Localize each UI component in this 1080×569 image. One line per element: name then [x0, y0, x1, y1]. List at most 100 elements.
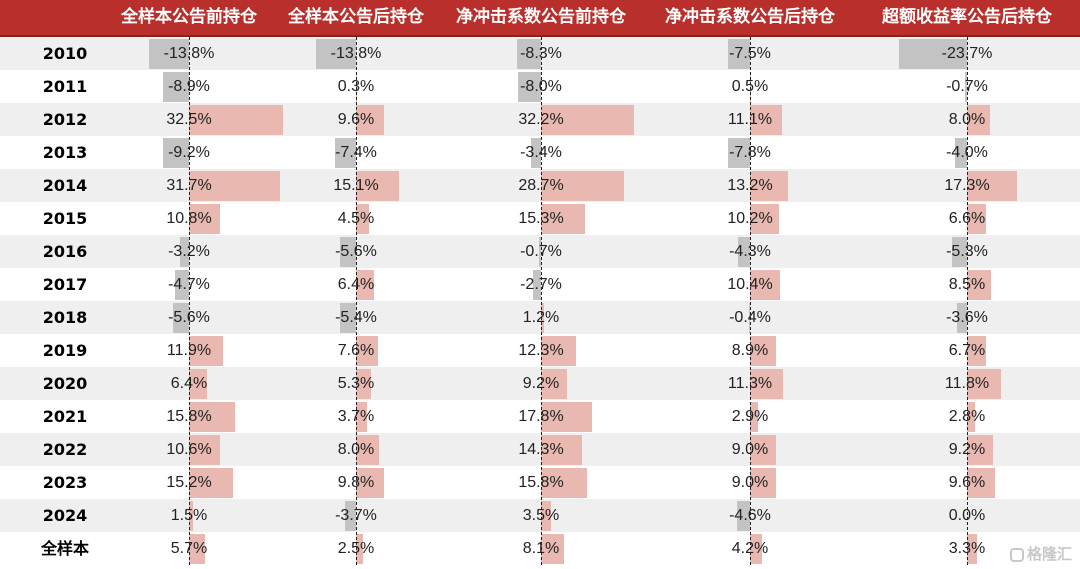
value-bar [750, 170, 789, 201]
value-bar [541, 401, 593, 432]
value-bar [175, 269, 189, 300]
value-bar [748, 302, 750, 333]
row-label: 2020 [42, 374, 88, 393]
value-label: -3.6% [946, 309, 988, 326]
column-header: 超额收益率公告后持仓 [882, 7, 1052, 27]
value-bar [356, 203, 369, 234]
value-bar [967, 104, 991, 135]
row-stripe [0, 433, 1080, 466]
value-label: -13.8% [163, 45, 215, 62]
value-label: -9.2% [168, 144, 210, 161]
value-label: -7.5% [729, 45, 771, 62]
value-bar [750, 434, 776, 465]
row-label: 2024 [42, 506, 88, 525]
value-bar [736, 500, 750, 531]
value-bar [356, 533, 364, 564]
value-bar [189, 401, 235, 432]
value-label: -8.9% [168, 78, 210, 95]
column-header: 全样本公告前持仓 [121, 7, 257, 27]
value-bar [189, 500, 194, 531]
value-bar [189, 203, 221, 234]
value-bar [356, 104, 384, 135]
value-label: -7.8% [729, 144, 771, 161]
row-label: 2010 [42, 44, 88, 63]
value-bar [967, 269, 992, 300]
value-bar [727, 137, 750, 168]
value-label: -5.6% [335, 243, 377, 260]
value-label: -7.4% [335, 144, 377, 161]
value-label: -3.2% [168, 243, 210, 260]
value-bar [356, 335, 378, 366]
header-band [0, 0, 1080, 35]
value-bar [356, 368, 372, 399]
value-label: -5.6% [168, 309, 210, 326]
value-bar [750, 269, 780, 300]
value-bar [189, 335, 224, 366]
row-label: 2017 [42, 275, 88, 294]
value-bar [163, 71, 189, 102]
value-bar [356, 467, 385, 498]
header-divider [0, 35, 1080, 37]
value-label: -2.7% [520, 276, 562, 293]
value-bar [728, 38, 750, 69]
zero-axis-line [967, 37, 968, 565]
value-bar [356, 401, 367, 432]
row-label: 2016 [42, 242, 88, 261]
value-bar [750, 467, 776, 498]
row-label: 2013 [42, 143, 88, 162]
value-bar [345, 500, 356, 531]
value-label: -5.4% [335, 309, 377, 326]
value-bar [541, 170, 624, 201]
value-bar [967, 203, 986, 234]
watermark-logo-icon [1009, 548, 1024, 562]
value-label: -5.3% [946, 243, 988, 260]
value-bar [750, 104, 782, 135]
value-bar [541, 104, 634, 135]
row-label: 2019 [42, 341, 88, 360]
row-label: 2012 [42, 110, 88, 129]
row-label: 2023 [42, 473, 88, 492]
value-bar [189, 104, 283, 135]
value-bar [189, 467, 233, 498]
zero-axis-line [356, 37, 357, 565]
zero-axis-line [750, 37, 751, 565]
row-label: 2015 [42, 209, 88, 228]
value-label: -13.8% [330, 45, 382, 62]
value-bar [967, 170, 1017, 201]
value-label: -4.0% [946, 144, 988, 161]
value-label: -23.7% [941, 45, 993, 62]
value-bar [951, 236, 967, 267]
row-stripe [0, 103, 1080, 136]
value-bar [541, 434, 583, 465]
value-bar [750, 368, 783, 399]
row-label: 2011 [42, 77, 88, 96]
zero-axis-line [541, 37, 542, 565]
value-label: -3.4% [520, 144, 562, 161]
value-bar [189, 434, 220, 465]
row-label: 2014 [42, 176, 88, 195]
value-bar [541, 302, 545, 333]
value-bar [149, 38, 189, 69]
value-bar [533, 269, 541, 300]
value-bar [967, 533, 977, 564]
value-bar [531, 137, 541, 168]
row-label: 2021 [42, 407, 88, 426]
column-header: 净冲击系数公告后持仓 [665, 7, 835, 27]
value-bar [750, 203, 780, 234]
row-label: 2022 [42, 440, 88, 459]
value-label: -0.7% [520, 243, 562, 260]
row-stripe [0, 169, 1080, 202]
row-stripe [0, 499, 1080, 532]
value-bar [162, 137, 189, 168]
value-bar [956, 302, 967, 333]
value-bar [517, 38, 541, 69]
value-bar [541, 368, 568, 399]
value-bar [316, 38, 356, 69]
row-stripe [0, 367, 1080, 400]
value-bar [967, 434, 994, 465]
value-bar [339, 236, 356, 267]
value-bar [334, 137, 356, 168]
value-bar [737, 236, 750, 267]
row-label: 2018 [42, 308, 88, 327]
value-bar [750, 335, 776, 366]
